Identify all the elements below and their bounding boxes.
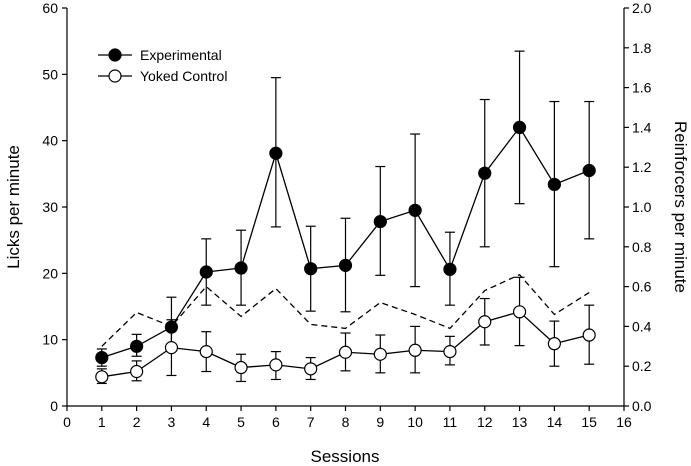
data-point-experimental [269, 146, 283, 160]
x-tick-label: 9 [376, 414, 384, 430]
x-tick-label: 0 [63, 414, 71, 430]
legend-label-experimental: Experimental [140, 47, 222, 63]
x-tick-label: 1 [98, 414, 106, 430]
y-right-tick-label: 0.2 [632, 358, 652, 374]
y-left-tick-label: 60 [42, 0, 58, 16]
x-tick-label: 3 [168, 414, 176, 430]
y-left-tick-label: 30 [42, 199, 58, 215]
data-point-yoked-control [95, 370, 109, 384]
data-point-yoked-control [234, 360, 248, 375]
data-point-experimental [443, 262, 457, 276]
legend-label-yoked-control: Yoked Control [140, 68, 227, 84]
y-right-ticks: 0.0 0.2 0.4 0.6 0.8 1.0 1.2 1.4 1.6 1.8 2.0 [624, 0, 652, 414]
data-point-experimental [373, 214, 387, 229]
x-tick-label: 8 [342, 414, 350, 430]
y-right-tick-label: 0.6 [632, 279, 652, 295]
data-point-experimental [408, 203, 422, 217]
x-tick-label: 6 [272, 414, 280, 430]
data-point-experimental [338, 258, 353, 272]
data-point-experimental [512, 120, 527, 135]
x-tick-label: 7 [307, 414, 315, 430]
y-right-tick-label: 0.0 [632, 398, 652, 414]
y-axis-right-title: Reinforcers per minute [671, 121, 690, 293]
y-left-ticks: 0 10 20 30 40 50 60 [42, 0, 67, 414]
legend-marker-yoked-control [108, 69, 122, 83]
x-tick-label: 14 [547, 414, 563, 430]
y-left-tick-label: 10 [42, 332, 58, 348]
x-tick-label: 11 [443, 414, 458, 430]
y-left-tick-label: 40 [42, 133, 58, 149]
data-point-yoked-control [338, 345, 353, 359]
series-layer [95, 50, 596, 385]
legend-marker-experimental [108, 48, 122, 62]
x-tick-label: 12 [477, 414, 493, 430]
data-point-yoked-control [582, 328, 596, 342]
data-point-experimental [547, 177, 561, 192]
legend: Experimental Yoked Control [98, 47, 227, 84]
y-left-tick-label: 0 [50, 398, 58, 414]
data-point-experimental [199, 265, 213, 279]
y-axis-left-title: Licks per minute [4, 145, 23, 269]
data-point-experimental [130, 339, 144, 353]
y-right-tick-label: 1.2 [632, 159, 652, 175]
y-right-tick-label: 0.8 [632, 239, 652, 255]
data-point-experimental [95, 350, 109, 365]
data-point-yoked-control [443, 345, 457, 359]
data-point-yoked-control [199, 345, 213, 359]
series-line-reinforcers-per-minute [101, 273, 590, 347]
data-point-yoked-control [408, 343, 422, 357]
y-left-tick-label: 50 [42, 66, 58, 82]
x-tick-label: 10 [407, 414, 423, 430]
y-left-tick-label: 20 [42, 265, 58, 281]
x-axis-title: Sessions [311, 447, 380, 466]
x-tick-label: 13 [512, 414, 528, 430]
x-tick-label: 5 [237, 414, 245, 430]
data-point-yoked-control [373, 347, 387, 361]
data-point-experimental [582, 163, 596, 178]
y-right-tick-label: 1.4 [632, 119, 652, 135]
data-point-yoked-control [269, 358, 283, 372]
data-point-yoked-control [512, 305, 527, 319]
y-right-tick-label: 1.8 [632, 40, 652, 56]
y-right-tick-label: 2.0 [632, 0, 652, 16]
y-right-tick-label: 1.6 [632, 80, 652, 96]
x-ticks: 0 1 2 3 4 5 6 7 8 9 10 11 12 13 14 15 16 [63, 406, 632, 430]
data-point-experimental [304, 262, 318, 276]
data-point-yoked-control [478, 315, 492, 329]
data-point-experimental [234, 261, 248, 275]
x-tick-label: 15 [581, 414, 597, 430]
x-tick-label: 16 [616, 414, 632, 430]
x-tick-label: 2 [133, 414, 141, 430]
data-point-yoked-control [547, 337, 561, 351]
data-point-yoked-control [304, 362, 318, 376]
data-point-experimental [478, 166, 492, 180]
x-tick-label: 4 [202, 414, 210, 430]
data-point-yoked-control [164, 341, 179, 355]
y-right-tick-label: 1.0 [632, 199, 652, 215]
data-point-yoked-control [130, 364, 144, 379]
y-right-tick-label: 0.4 [632, 318, 652, 334]
